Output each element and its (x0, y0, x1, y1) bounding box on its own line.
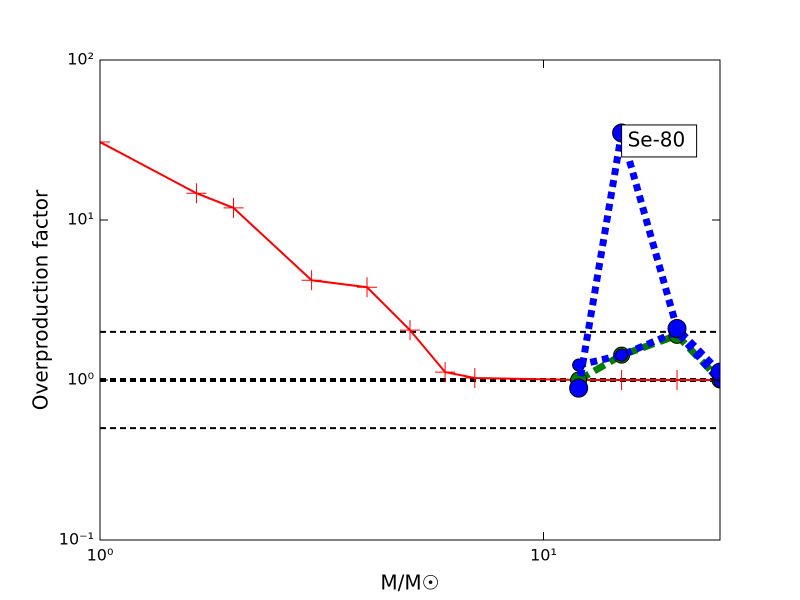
y-axis-label: Overproduction factor (29, 189, 53, 410)
x-tick-label: 10¹ (530, 546, 557, 565)
marker (100, 132, 110, 153)
plot-frame (99, 59, 721, 541)
x-tick-label: 10⁰ (87, 546, 114, 565)
marker (667, 318, 687, 338)
marker (223, 197, 244, 218)
y-tick-label: 10² (67, 50, 94, 69)
marker (357, 277, 378, 298)
marker (611, 370, 632, 390)
series-line (575, 131, 720, 389)
marker (569, 378, 589, 398)
marker (435, 362, 456, 383)
y-tick-label: 10⁰ (67, 370, 94, 389)
y-tick-label: 10¹ (67, 210, 94, 229)
marker (615, 348, 629, 362)
marker (301, 270, 322, 291)
marker (186, 183, 207, 204)
series-line (577, 327, 720, 384)
annotation-box (621, 124, 698, 158)
marker (464, 367, 485, 388)
plot-area (100, 123, 720, 398)
x-axis-label: M/M☉ (380, 571, 439, 595)
marker (667, 370, 688, 390)
annotation: Se-80 (628, 127, 686, 151)
y-tick-label: 10⁻¹ (59, 530, 94, 549)
marker (710, 362, 720, 382)
marker (400, 320, 420, 341)
